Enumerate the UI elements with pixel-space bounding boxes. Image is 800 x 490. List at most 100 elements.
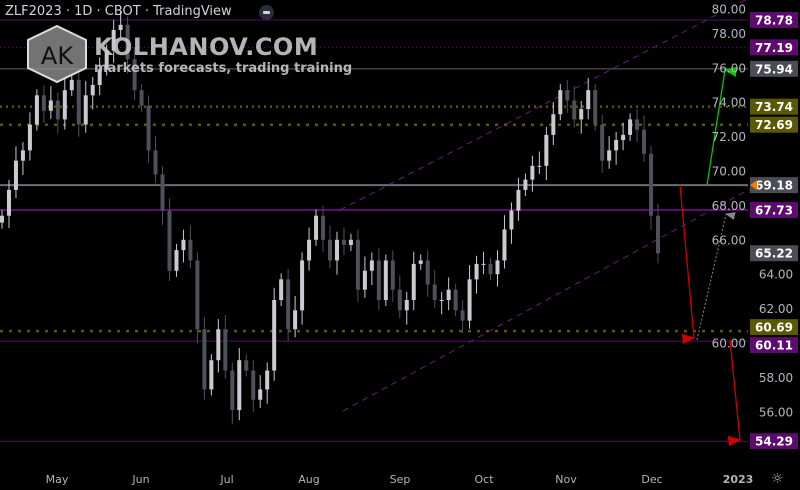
candle: [146, 95, 151, 163]
candle-body: [362, 270, 367, 290]
price-badge: [750, 116, 798, 133]
candle: [649, 145, 654, 230]
channel-upper-line[interactable]: [339, 0, 755, 211]
red-down-arrow-1[interactable]: [679, 184, 696, 345]
candle-body: [34, 95, 39, 125]
price-badge: [750, 202, 798, 219]
gray-dotted-arrow[interactable]: [696, 212, 736, 341]
candle-body: [181, 239, 186, 251]
candle: [656, 203, 660, 264]
y-tick-label: 70.00: [712, 165, 746, 179]
alert-marker-icon: [750, 180, 757, 191]
candle: [425, 250, 430, 297]
candle: [348, 233, 353, 251]
y-tick-label: 72.00: [712, 130, 746, 144]
candle: [565, 80, 570, 113]
candle-body: [453, 289, 458, 311]
candle-body: [272, 300, 277, 371]
candle-body: [6, 189, 11, 216]
candle: [635, 109, 640, 142]
candle: [314, 209, 319, 246]
candle-body: [132, 59, 137, 91]
candle-body: [258, 389, 263, 400]
candle-body: [572, 100, 577, 120]
x-tick-label: Dec: [641, 473, 662, 486]
candle: [55, 92, 60, 134]
candle: [321, 205, 326, 253]
candle: [160, 166, 165, 225]
candle-body: [390, 260, 395, 290]
candle-body: [251, 370, 256, 400]
candle: [13, 146, 18, 199]
y-tick-label: 66.00: [712, 233, 746, 247]
y-tick-label: 76.00: [712, 61, 746, 75]
candle-body: [460, 310, 465, 321]
candle: [272, 287, 277, 381]
candle: [132, 46, 137, 101]
candle-body: [502, 229, 507, 261]
candle: [83, 81, 88, 133]
candle: [48, 86, 53, 119]
candle-body: [579, 109, 584, 120]
red-down-arrow-2[interactable]: [727, 339, 742, 447]
candle: [474, 255, 479, 294]
candle: [551, 102, 556, 146]
candle-body: [488, 263, 493, 275]
candle: [293, 296, 298, 338]
candle-body: [530, 165, 535, 180]
candle-body: [341, 239, 346, 245]
candle-body: [209, 360, 214, 390]
collapse-icon[interactable]: [259, 5, 274, 20]
candle-body: [146, 105, 151, 151]
price-badge: [750, 98, 798, 115]
candle-body: [41, 95, 46, 111]
candle: [614, 131, 619, 165]
candle: [209, 354, 214, 396]
price-badge-label: 69.18: [755, 179, 793, 193]
candle-body: [369, 260, 374, 271]
price-badge: [750, 319, 798, 336]
candle-body: [516, 189, 521, 211]
gear-icon[interactable]: ☼: [771, 471, 784, 487]
candle: [383, 254, 388, 307]
candle-body: [656, 215, 660, 254]
candle-body: [383, 260, 388, 300]
candle-body: [614, 140, 619, 151]
candle-body: [607, 150, 612, 161]
candle: [362, 256, 367, 298]
candle: [369, 252, 374, 286]
candle-body: [244, 360, 249, 371]
candle: [579, 100, 584, 134]
candle: [516, 177, 521, 221]
candle: [376, 248, 381, 311]
green-up-arrow[interactable]: [706, 66, 738, 186]
candle: [446, 277, 451, 311]
candle-body: [125, 24, 130, 60]
x-tick-label: 2023: [723, 473, 754, 486]
candle-body: [153, 150, 158, 175]
candle: [355, 229, 360, 302]
candle: [181, 229, 186, 263]
candle: [453, 283, 458, 317]
candle: [251, 360, 256, 412]
candle-body: [13, 160, 18, 190]
price-badge: [750, 39, 798, 56]
candle: [572, 86, 577, 128]
candle: [111, 19, 116, 63]
candle: [586, 77, 591, 120]
y-tick-label: 68.00: [712, 199, 746, 213]
candle: [167, 198, 172, 281]
candle: [62, 77, 67, 130]
price-badge-label: 72.69: [755, 118, 793, 132]
candle: [97, 57, 102, 96]
candle: [642, 115, 647, 162]
candle-body: [160, 174, 165, 211]
candle: [607, 136, 612, 169]
candle: [125, 16, 130, 74]
candle-body: [279, 279, 284, 300]
candle-body: [230, 370, 235, 411]
candle: [230, 362, 235, 425]
candle: [244, 354, 249, 377]
candle: [237, 347, 242, 421]
